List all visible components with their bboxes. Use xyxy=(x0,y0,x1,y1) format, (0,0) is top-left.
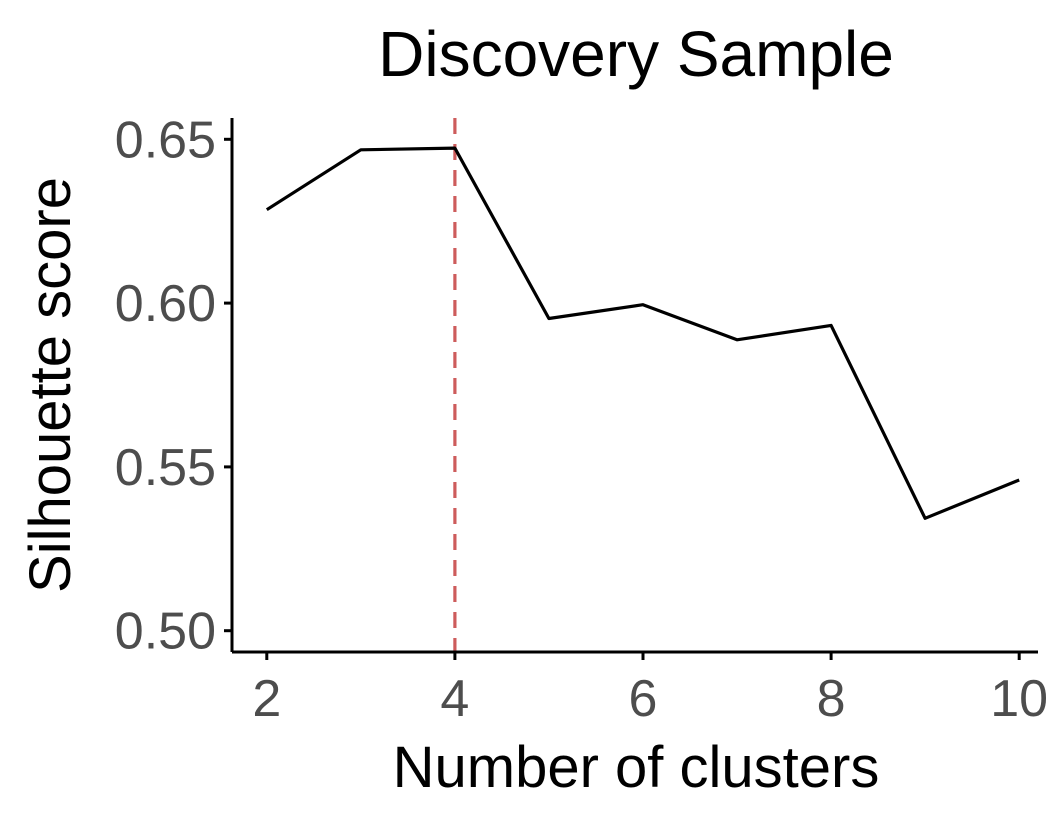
x-tick-label: 6 xyxy=(629,670,658,728)
series-line-0 xyxy=(265,146,1020,520)
data-point-3 xyxy=(360,149,361,150)
x-tick-label: 10 xyxy=(990,670,1048,728)
data-point-9 xyxy=(925,518,926,519)
data-point-8 xyxy=(831,325,832,326)
y-tick-label: 0.60 xyxy=(115,275,216,333)
data-point-2 xyxy=(266,209,267,210)
data-point-6 xyxy=(642,304,643,305)
chart-title: Discovery Sample xyxy=(378,18,894,90)
y-tick-label: 0.50 xyxy=(115,603,216,661)
x-tick-label: 4 xyxy=(440,670,469,728)
data-point-4 xyxy=(454,148,455,149)
y-tick-label: 0.55 xyxy=(115,439,216,497)
plot-area: 0.50 0.55 0.60 0.65 2 4 6 8 10 xyxy=(115,111,1048,728)
data-point-7 xyxy=(737,339,738,340)
x-tick-label: 2 xyxy=(252,670,281,728)
y-tick-label: 0.65 xyxy=(115,111,216,169)
y-axis-title: Silhouette score xyxy=(18,177,83,593)
data-point-5 xyxy=(548,318,549,319)
data-point-10 xyxy=(1019,480,1020,481)
x-axis-title: Number of clusters xyxy=(393,735,880,800)
x-tick-label: 8 xyxy=(817,670,846,728)
